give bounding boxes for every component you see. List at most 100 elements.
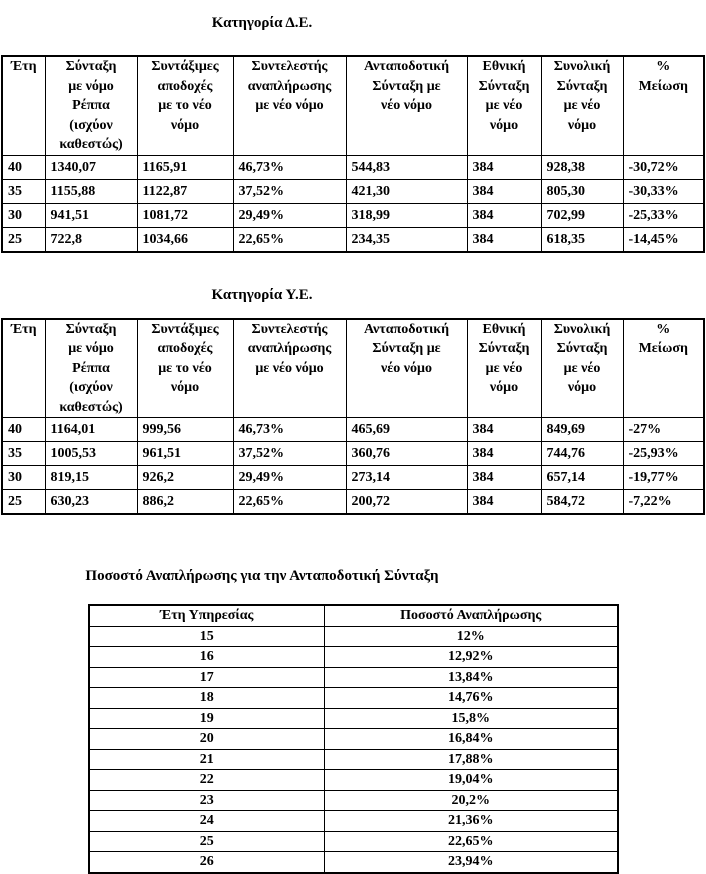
- table-row: 35 1005,53 961,51 37,52% 360,76 384 744,76 -25,…: [1, 441, 705, 466]
- table-cell: 29,49%: [232, 202, 347, 228]
- table-head: Έτη Σύνταξη με νόμο Ρέππα (ισχύον καθεστώ…: [1, 55, 705, 156]
- header-row: Έτη Υπηρεσίας Ποσοστό Αναπλήρωσης: [88, 604, 619, 627]
- table-cell: 1122,87: [136, 178, 234, 204]
- table-cell: 22,65%: [323, 830, 619, 852]
- table-cell: 35: [1, 441, 46, 466]
- column-header: Ποσοστό Αναπλήρωσης: [323, 604, 619, 627]
- table-cell: -30,33%: [622, 178, 705, 204]
- table-row: 40 1340,07 1165,91 46,73% 544,83 384 928,38 -30…: [1, 154, 705, 180]
- table-row: 35 1155,88 1122,87 37,52% 421,30 384 805,30 -30…: [1, 178, 705, 204]
- table-row: 40 1164,01 999,56 46,73% 465,69 384 849,69 -27%: [1, 417, 705, 442]
- table-cell: -25,93%: [622, 441, 705, 466]
- table-cell: 421,30: [345, 178, 468, 204]
- column-header: Ανταποδοτική Σύνταξη με νέο νόμο: [345, 55, 468, 156]
- table-cell: 384: [466, 154, 542, 180]
- table-cell: 618,35: [540, 226, 624, 252]
- column-header: % Μείωση: [622, 55, 705, 156]
- table-cell: 24: [88, 810, 325, 832]
- section-title-wrap-ye: Κατηγορία Υ.Ε.: [0, 287, 524, 303]
- table-cell: 234,35: [345, 226, 468, 252]
- column-header: Συνολική Σύνταξη με νέο νόμο: [540, 318, 624, 418]
- column-header: Συντελεστής αναπλήρωσης με νέο νόμο: [232, 55, 347, 156]
- table-cell: -30,72%: [622, 154, 705, 180]
- table-row: 23 20,2%: [88, 789, 619, 811]
- table-cell: 20: [88, 728, 325, 750]
- table-cell: 12,92%: [323, 646, 619, 668]
- table-category-ye: Έτη Σύνταξη με νόμο Ρέππα (ισχύον καθεστώ…: [1, 317, 705, 515]
- table-cell: 384: [466, 465, 542, 490]
- table-cell: 25: [1, 226, 46, 252]
- table-row: 18 14,76%: [88, 687, 619, 709]
- table-cell: -19,77%: [622, 465, 705, 490]
- table-row: 24 21,36%: [88, 810, 619, 832]
- table-cell: 384: [466, 226, 542, 252]
- table-head: Έτη Υπηρεσίας Ποσοστό Αναπλήρωσης: [88, 604, 619, 627]
- table-cell: 17,88%: [323, 748, 619, 770]
- table-cell: 384: [466, 202, 542, 228]
- table-cell: 961,51: [136, 441, 234, 466]
- column-header: Έτη: [1, 318, 46, 418]
- table-cell: 1155,88: [44, 178, 138, 204]
- table-cell: 37,52%: [232, 441, 347, 466]
- column-header: Ανταποδοτική Σύνταξη με νέο νόμο: [345, 318, 468, 418]
- column-header: Συντελεστής αναπλήρωσης με νέο νόμο: [232, 318, 347, 418]
- table-cell: 16,84%: [323, 728, 619, 750]
- column-header: % Μείωση: [622, 318, 705, 418]
- table-row: 30 941,51 1081,72 29,49% 318,99 384 702,99 -25,…: [1, 202, 705, 228]
- table-cell: 273,14: [345, 465, 468, 490]
- table-head: Έτη Σύνταξη με νόμο Ρέππα (ισχύον καθεστώ…: [1, 318, 705, 418]
- table-cell: 465,69: [345, 417, 468, 442]
- table-cell: -7,22%: [622, 489, 705, 515]
- table-title-category-ye: Κατηγορία Υ.Ε.: [211, 286, 313, 303]
- column-header: Έτη Υπηρεσίας: [88, 604, 325, 627]
- column-header: Έτη: [1, 55, 46, 156]
- section-title-wrap-rates: Ποσοστό Αναπλήρωσης για την Ανταποδοτική…: [0, 568, 524, 584]
- table-cell: 384: [466, 489, 542, 515]
- table-row: 22 19,04%: [88, 769, 619, 791]
- table-cell: 19: [88, 707, 325, 729]
- table-cell: 999,56: [136, 417, 234, 442]
- table-cell: 40: [1, 417, 46, 442]
- table-cell: 1164,01: [44, 417, 138, 442]
- table-cell: 200,72: [345, 489, 468, 515]
- table-row: 20 16,84%: [88, 728, 619, 750]
- table-cell: 46,73%: [232, 154, 347, 180]
- table-cell: 21,36%: [323, 810, 619, 832]
- table-cell: 22,65%: [232, 489, 347, 515]
- table-cell: -27%: [622, 417, 705, 442]
- table-cell: 26: [88, 851, 325, 873]
- table-title-category-de: Κατηγορία Δ.Ε.: [211, 15, 313, 31]
- table-cell: 18: [88, 687, 325, 709]
- table-cell: 928,38: [540, 154, 624, 180]
- table-title-replacement-rates: Ποσοστό Αναπλήρωσης για την Ανταποδοτική…: [85, 568, 439, 584]
- table-cell: 886,2: [136, 489, 234, 515]
- table-body: 15 12% 16 12,92% 17 13,84% 18 14,76% 19 15,8% 20 16…: [88, 625, 619, 873]
- table-cell: 15: [88, 625, 325, 647]
- table-cell: 805,30: [540, 178, 624, 204]
- table-cell: 25: [1, 489, 46, 515]
- table-cell: 22: [88, 769, 325, 791]
- column-header: Σύνταξη με νόμο Ρέππα (ισχύον καθεστώς): [44, 318, 138, 418]
- table-cell: 37,52%: [232, 178, 347, 204]
- table-cell: 384: [466, 417, 542, 442]
- table-cell: 1081,72: [136, 202, 234, 228]
- table-cell: 544,83: [345, 154, 468, 180]
- table-cell: 384: [466, 441, 542, 466]
- table-cell: 630,23: [44, 489, 138, 515]
- table-cell: 584,72: [540, 489, 624, 515]
- table-cell: 21: [88, 748, 325, 770]
- section-title-wrap-de: Κατηγορία Δ.Ε.: [0, 0, 524, 31]
- table-cell: 14,76%: [323, 687, 619, 709]
- table-row: 15 12%: [88, 625, 619, 647]
- table-row: 30 819,15 926,2 29,49% 273,14 384 657,14 -19,77…: [1, 465, 705, 490]
- table-cell: 46,73%: [232, 417, 347, 442]
- header-row: Έτη Σύνταξη με νόμο Ρέππα (ισχύον καθεστώ…: [1, 55, 705, 156]
- table-cell: 1005,53: [44, 441, 138, 466]
- table-row: 21 17,88%: [88, 748, 619, 770]
- table-cell: 360,76: [345, 441, 468, 466]
- table-cell: 25: [88, 830, 325, 852]
- table-row: 17 13,84%: [88, 666, 619, 688]
- table-row: 25 630,23 886,2 22,65% 200,72 384 584,72 -7,22%: [1, 489, 705, 515]
- table-cell: 1165,91: [136, 154, 234, 180]
- table-cell: 849,69: [540, 417, 624, 442]
